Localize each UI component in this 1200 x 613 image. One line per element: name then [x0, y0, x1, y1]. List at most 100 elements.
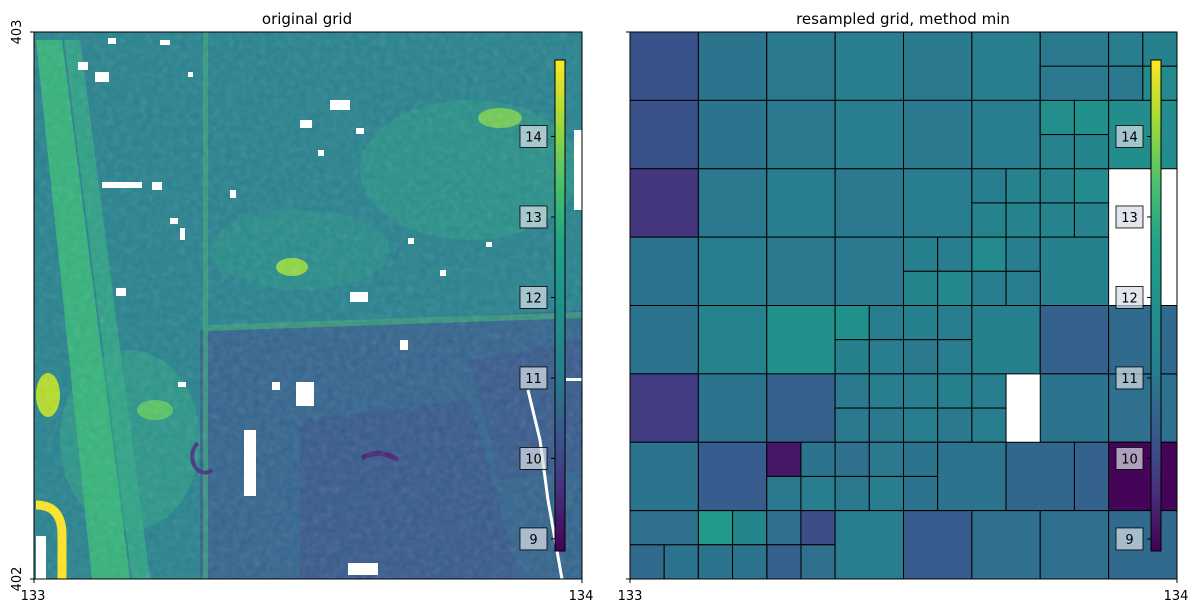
colorbar-tick-label: 11: [1121, 372, 1138, 387]
resampled-cell: [697, 99, 768, 170]
resampled-cell: [697, 544, 734, 580]
resampled-cell: [834, 407, 870, 443]
resampled-cell: [1073, 202, 1110, 238]
resampled-cell: [629, 168, 699, 238]
left-ytick-label: 403: [10, 20, 25, 45]
resampled-cell: [697, 31, 768, 101]
right-xtick-label: 134: [1164, 589, 1189, 604]
colorbar-tick-label: 11: [525, 372, 542, 387]
colorbar-bar: [1150, 59, 1162, 552]
resampled-cell: [903, 339, 939, 375]
resampled-cell: [766, 236, 836, 306]
resampled-cell: [971, 99, 1041, 170]
resampled-cell: [1073, 134, 1110, 170]
nodata-pixel: [408, 238, 414, 244]
resampled-cell: [903, 475, 939, 512]
colorbar-tick-box: [1115, 125, 1144, 148]
resampled-cell: [629, 31, 699, 101]
colorbar-tick-box: [1115, 366, 1144, 390]
nodata-pixel: [350, 292, 368, 302]
resampled-cell: [1039, 134, 1075, 170]
resampled-cell: [971, 407, 1007, 443]
resampled-cell: [629, 373, 699, 443]
colorbar-tick-label: 10: [1121, 452, 1138, 467]
resampled-cell: [766, 168, 836, 238]
resampled-cell: [937, 270, 973, 306]
right-xtick-label: 133: [618, 589, 643, 604]
colorbar-bar: [554, 59, 566, 552]
resampled-cell: [903, 373, 939, 409]
colorbar-tick-label: 10: [525, 452, 542, 467]
resampled-cell: [766, 441, 802, 477]
resampled-cell: [971, 305, 1041, 375]
resampled-cell: [697, 236, 768, 306]
resampled-cell: [903, 31, 973, 101]
resampled-cell: [1108, 31, 1144, 67]
left-axes-frame: [33, 31, 583, 580]
nodata-pixel: [108, 38, 116, 44]
resampled-cell: [937, 407, 973, 443]
nodata-pixel: [318, 150, 324, 156]
resampled-cell: [629, 441, 699, 512]
resampled-cell: [697, 168, 768, 238]
resampled-cell: [1005, 441, 1075, 512]
panel-resampled: resampled grid, method min 133 134 9 10 11…: [618, 10, 1189, 604]
resampled-cell: [868, 339, 904, 375]
nodata-pixel: [348, 563, 378, 575]
colorbar-tick-box: [1115, 205, 1144, 229]
resampled-cell: [868, 373, 904, 409]
resampled-cell: [903, 407, 939, 443]
resampled-cell: [629, 236, 699, 306]
resampled-cell: [971, 31, 1041, 101]
colorbar-tick-box: [519, 447, 548, 470]
nodata-pixel: [170, 218, 178, 224]
nodata-pixel: [102, 182, 142, 188]
resampled-cell: [1039, 168, 1075, 204]
resampled-cell: [868, 305, 904, 341]
resampled-cell: [766, 305, 836, 375]
resampled-cell: [903, 236, 939, 272]
raster-texture: [34, 32, 582, 579]
nodata-pixel: [330, 100, 350, 110]
resampled-cell: [697, 305, 768, 375]
resampled-cell: [971, 373, 1007, 409]
resampled-cell: [697, 441, 768, 512]
resampled-cell: [800, 475, 836, 512]
colorbar-tick-label: 14: [525, 130, 542, 145]
resampled-cells: [629, 31, 1178, 580]
resampled-cell: [697, 510, 734, 546]
nodata-pixel: [400, 340, 408, 350]
resampled-cell: [834, 99, 904, 170]
colorbar-tick-box: [1115, 447, 1144, 470]
resampled-cell: [868, 407, 904, 443]
resampled-cell: [1039, 99, 1075, 136]
resampled-cell: [629, 305, 699, 375]
resampled-cell: [834, 373, 870, 409]
colorbar-left: 9 10 11 12 13 14: [519, 59, 566, 552]
colorbar-tick-box: [519, 527, 548, 551]
resampled-cell: [766, 544, 802, 580]
resampled-cell: [937, 373, 973, 409]
resampled-cell: [834, 31, 904, 101]
resampled-cell: [903, 168, 973, 238]
colorbar-tick-box: [519, 286, 548, 309]
resampled-cell: [1073, 99, 1110, 136]
resampled-cell: [732, 544, 768, 580]
resampled-cell: [766, 31, 836, 101]
resampled-cell: [937, 236, 973, 272]
resampled-cell: [1039, 202, 1075, 238]
nodata-pixel: [296, 382, 314, 406]
colorbar-ticks: 9 10 11 12 13 14: [1115, 125, 1151, 551]
resampled-cell: [1005, 270, 1041, 306]
colorbar-tick-box: [1115, 286, 1144, 309]
resampled-cell: [834, 168, 904, 238]
nodata-pixel: [300, 120, 312, 128]
resampled-cell: [1005, 202, 1041, 238]
nodata-pixel: [566, 378, 582, 381]
resampled-cell: [834, 305, 870, 341]
nodata-pixel: [178, 382, 186, 387]
resampled-cell: [1108, 305, 1178, 375]
resampled-cell: [766, 373, 836, 443]
colorbar-tick-label: 14: [1121, 130, 1138, 145]
